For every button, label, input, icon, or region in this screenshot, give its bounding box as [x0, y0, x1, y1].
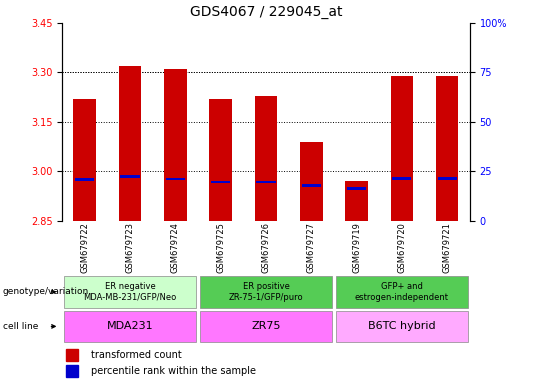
Text: GFP+ and
estrogen-independent: GFP+ and estrogen-independent: [355, 282, 449, 301]
Bar: [347, 187, 366, 190]
Bar: [256, 180, 275, 183]
Bar: [300, 142, 322, 221]
Text: GSM679724: GSM679724: [171, 222, 180, 273]
Bar: [211, 180, 230, 183]
Text: ER negative
MDA-MB-231/GFP/Neo: ER negative MDA-MB-231/GFP/Neo: [83, 282, 177, 301]
Text: GSM679725: GSM679725: [216, 222, 225, 273]
Bar: [64, 276, 196, 308]
Text: GSM679719: GSM679719: [352, 222, 361, 273]
Text: GSM679721: GSM679721: [443, 222, 451, 273]
Text: ER positive
ZR-75-1/GFP/puro: ER positive ZR-75-1/GFP/puro: [228, 282, 303, 301]
Text: GSM679720: GSM679720: [397, 222, 406, 273]
Text: genotype/variation: genotype/variation: [3, 287, 89, 296]
Text: GSM679727: GSM679727: [307, 222, 316, 273]
Text: transformed count: transformed count: [91, 350, 181, 360]
Bar: [436, 76, 458, 221]
Bar: [255, 96, 277, 221]
Bar: [164, 69, 187, 221]
Bar: [336, 311, 468, 342]
Text: GSM679722: GSM679722: [80, 222, 89, 273]
Bar: [210, 99, 232, 221]
Bar: [120, 175, 140, 178]
Bar: [66, 365, 78, 377]
Bar: [200, 311, 332, 342]
Bar: [345, 181, 368, 221]
Bar: [75, 178, 94, 181]
Bar: [73, 99, 96, 221]
Bar: [302, 184, 321, 187]
Bar: [66, 349, 78, 361]
Text: GSM679726: GSM679726: [261, 222, 271, 273]
Title: GDS4067 / 229045_at: GDS4067 / 229045_at: [190, 5, 342, 19]
Text: ZR75: ZR75: [251, 321, 281, 331]
Bar: [392, 177, 411, 180]
Text: percentile rank within the sample: percentile rank within the sample: [91, 366, 255, 376]
Text: B6TC hybrid: B6TC hybrid: [368, 321, 436, 331]
Bar: [390, 76, 413, 221]
Bar: [437, 177, 457, 180]
Text: cell line: cell line: [3, 322, 38, 331]
Bar: [64, 311, 196, 342]
Bar: [200, 276, 332, 308]
Bar: [336, 276, 468, 308]
Bar: [166, 178, 185, 180]
Text: MDA231: MDA231: [107, 321, 153, 331]
Text: GSM679723: GSM679723: [126, 222, 134, 273]
Bar: [119, 66, 141, 221]
